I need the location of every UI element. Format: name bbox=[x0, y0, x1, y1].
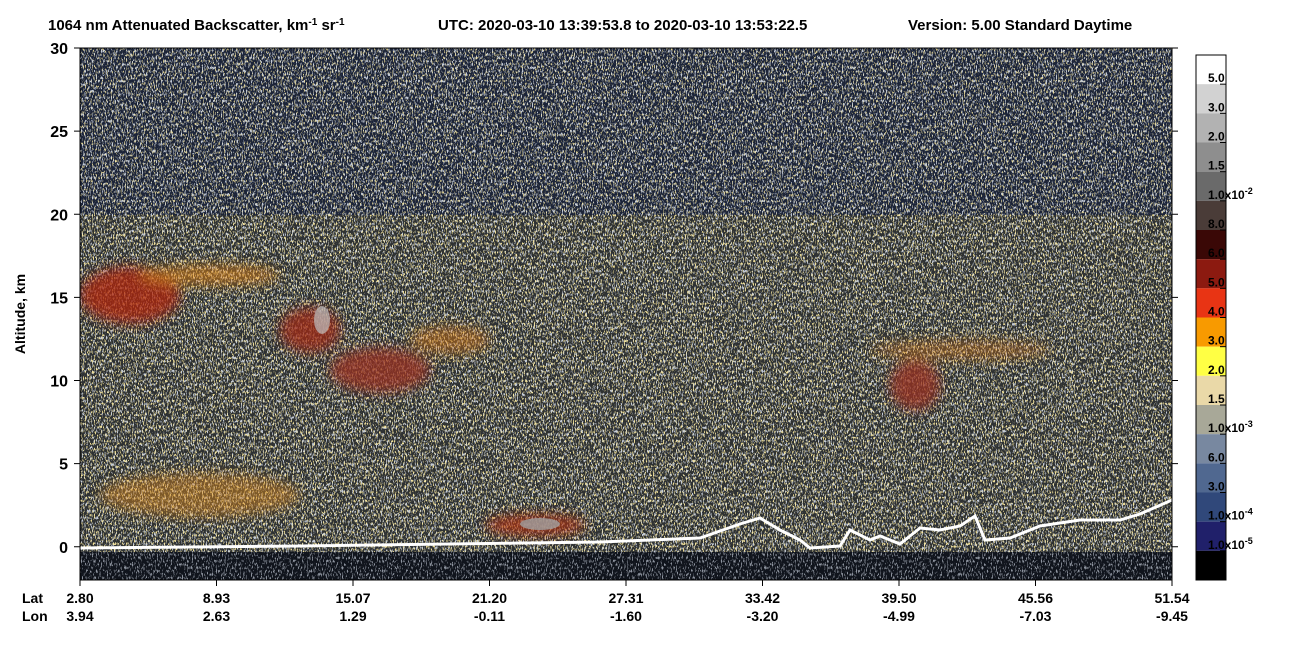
lat-label: 33.42 bbox=[745, 590, 780, 606]
colorbar-cell bbox=[1196, 346, 1226, 376]
colorbar-cell bbox=[1196, 492, 1226, 522]
y-tick-label: 15 bbox=[50, 290, 68, 307]
y-tick-label: 0 bbox=[59, 540, 68, 557]
colorbar-label-text: 5.0 bbox=[1208, 71, 1225, 85]
colorbar-label: 5.0 bbox=[1208, 71, 1225, 85]
colorbar-cell bbox=[1196, 171, 1226, 201]
title-text: 1064 nm Attenuated Backscatter, km bbox=[48, 17, 308, 34]
colorbar-label-text: 1.0x10 bbox=[1208, 538, 1245, 552]
lon-label: -4.99 bbox=[883, 608, 915, 624]
lat-label: 15.07 bbox=[335, 590, 370, 606]
colorbar-cell bbox=[1196, 288, 1226, 318]
colorbar-cell bbox=[1196, 200, 1226, 230]
colorbar-cell bbox=[1196, 113, 1226, 143]
colorbar-label: 4.0 bbox=[1208, 305, 1225, 319]
backscatter-image bbox=[80, 48, 1172, 580]
colorbar-label: 6.0 bbox=[1208, 450, 1225, 464]
colorbar-label-text: 3.0 bbox=[1208, 100, 1225, 114]
title-text: sr bbox=[317, 17, 336, 34]
colorbar-label-text: 1.0x10 bbox=[1208, 509, 1245, 523]
lon-label: -3.20 bbox=[747, 608, 779, 624]
colorbar-cell bbox=[1196, 550, 1226, 580]
colorbar-label-text: 6.0 bbox=[1208, 450, 1225, 464]
colorbar-label-text: 3.0 bbox=[1208, 480, 1225, 494]
colorbar-label-text: 6.0 bbox=[1208, 246, 1225, 260]
y-tick-label: 20 bbox=[50, 207, 68, 224]
colorbar-cell bbox=[1196, 259, 1226, 289]
colorbar-label-text: 4.0 bbox=[1208, 305, 1225, 319]
colorbar-label: 5.0 bbox=[1208, 275, 1225, 289]
lon-label: -7.03 bbox=[1020, 608, 1052, 624]
colorbar-label-sup: -4 bbox=[1245, 507, 1253, 517]
lat-label: 21.20 bbox=[472, 590, 507, 606]
x-row-label: Lon bbox=[22, 608, 48, 624]
colorbar-cell bbox=[1196, 405, 1226, 435]
colorbar-label: 2.0 bbox=[1208, 130, 1225, 144]
x-row-label: Lat bbox=[22, 590, 43, 606]
lon-label: -9.45 bbox=[1156, 608, 1188, 624]
colorbar-label: 1.0x10-3 bbox=[1208, 419, 1253, 435]
y-tick-label: 25 bbox=[50, 124, 68, 141]
colorbar-label: 8.0 bbox=[1208, 217, 1225, 231]
colorbar-cell bbox=[1196, 84, 1226, 114]
colorbar-label: 3.0 bbox=[1208, 480, 1225, 494]
lon-label: -1.60 bbox=[610, 608, 642, 624]
lon-label: 2.63 bbox=[203, 608, 230, 624]
lat-label: 2.80 bbox=[66, 590, 93, 606]
colorbar-label: 6.0 bbox=[1208, 246, 1225, 260]
colorbar-label-text: 5.0 bbox=[1208, 275, 1225, 289]
colorbar-label-text: 8.0 bbox=[1208, 217, 1225, 231]
colorbar-label: 2.0 bbox=[1208, 363, 1225, 377]
colorbar-cell bbox=[1196, 317, 1226, 347]
colorbar-label-text: 1.0x10 bbox=[1208, 421, 1245, 435]
colorbar-cell bbox=[1196, 230, 1226, 260]
colorbar-cell bbox=[1196, 463, 1226, 493]
y-axis-label: Altitude, km bbox=[12, 274, 28, 354]
time-label: UTC: 2020-03-10 13:39:53.8 to 2020-03-10… bbox=[438, 17, 807, 34]
lat-label: 51.54 bbox=[1154, 590, 1189, 606]
colorbar-label: 1.0x10-2 bbox=[1208, 186, 1253, 202]
y-tick-label: 30 bbox=[50, 41, 68, 58]
colorbar-label-sup: -2 bbox=[1245, 186, 1253, 196]
colorbar-label: 1.5 bbox=[1208, 392, 1225, 406]
colorbar-label: 1.5 bbox=[1208, 159, 1225, 173]
colorbar-label-text: 1.0x10 bbox=[1208, 188, 1245, 202]
lon-label: 3.94 bbox=[66, 608, 93, 624]
colorbar-cell bbox=[1196, 142, 1226, 172]
colorbar-label: 3.0 bbox=[1208, 334, 1225, 348]
chart-title: 1064 nm Attenuated Backscatter, km-1 sr-… bbox=[48, 17, 345, 35]
colorbar-label-text: 1.5 bbox=[1208, 392, 1225, 406]
colorbar-cell bbox=[1196, 55, 1226, 85]
colorbar-label-text: 2.0 bbox=[1208, 363, 1225, 377]
lat-label: 8.93 bbox=[203, 590, 230, 606]
title-superscript: -1 bbox=[308, 17, 317, 28]
colorbar-label: 3.0 bbox=[1208, 100, 1225, 114]
colorbar-label-sup: -5 bbox=[1245, 536, 1253, 546]
colorbar-label: 1.0x10-5 bbox=[1208, 536, 1253, 552]
y-tick-label: 5 bbox=[59, 457, 68, 474]
colorbar-cell bbox=[1196, 434, 1226, 464]
y-tick-label: 10 bbox=[50, 374, 68, 391]
colorbar-label-sup: -3 bbox=[1245, 419, 1253, 429]
title-superscript: -1 bbox=[336, 17, 345, 28]
colorbar-label-text: 2.0 bbox=[1208, 130, 1225, 144]
lon-label: 1.29 bbox=[339, 608, 366, 624]
colorbar-label-text: 1.5 bbox=[1208, 159, 1225, 173]
colorbar-label-text: 3.0 bbox=[1208, 334, 1225, 348]
colorbar-cell bbox=[1196, 521, 1226, 551]
colorbar-cell bbox=[1196, 375, 1226, 405]
lat-label: 27.31 bbox=[608, 590, 643, 606]
version-label: Version: 5.00 Standard Daytime bbox=[908, 17, 1132, 34]
lon-label: -0.11 bbox=[474, 608, 505, 624]
colorbar-label: 1.0x10-4 bbox=[1208, 507, 1253, 523]
lat-label: 45.56 bbox=[1018, 590, 1053, 606]
lat-label: 39.50 bbox=[881, 590, 916, 606]
